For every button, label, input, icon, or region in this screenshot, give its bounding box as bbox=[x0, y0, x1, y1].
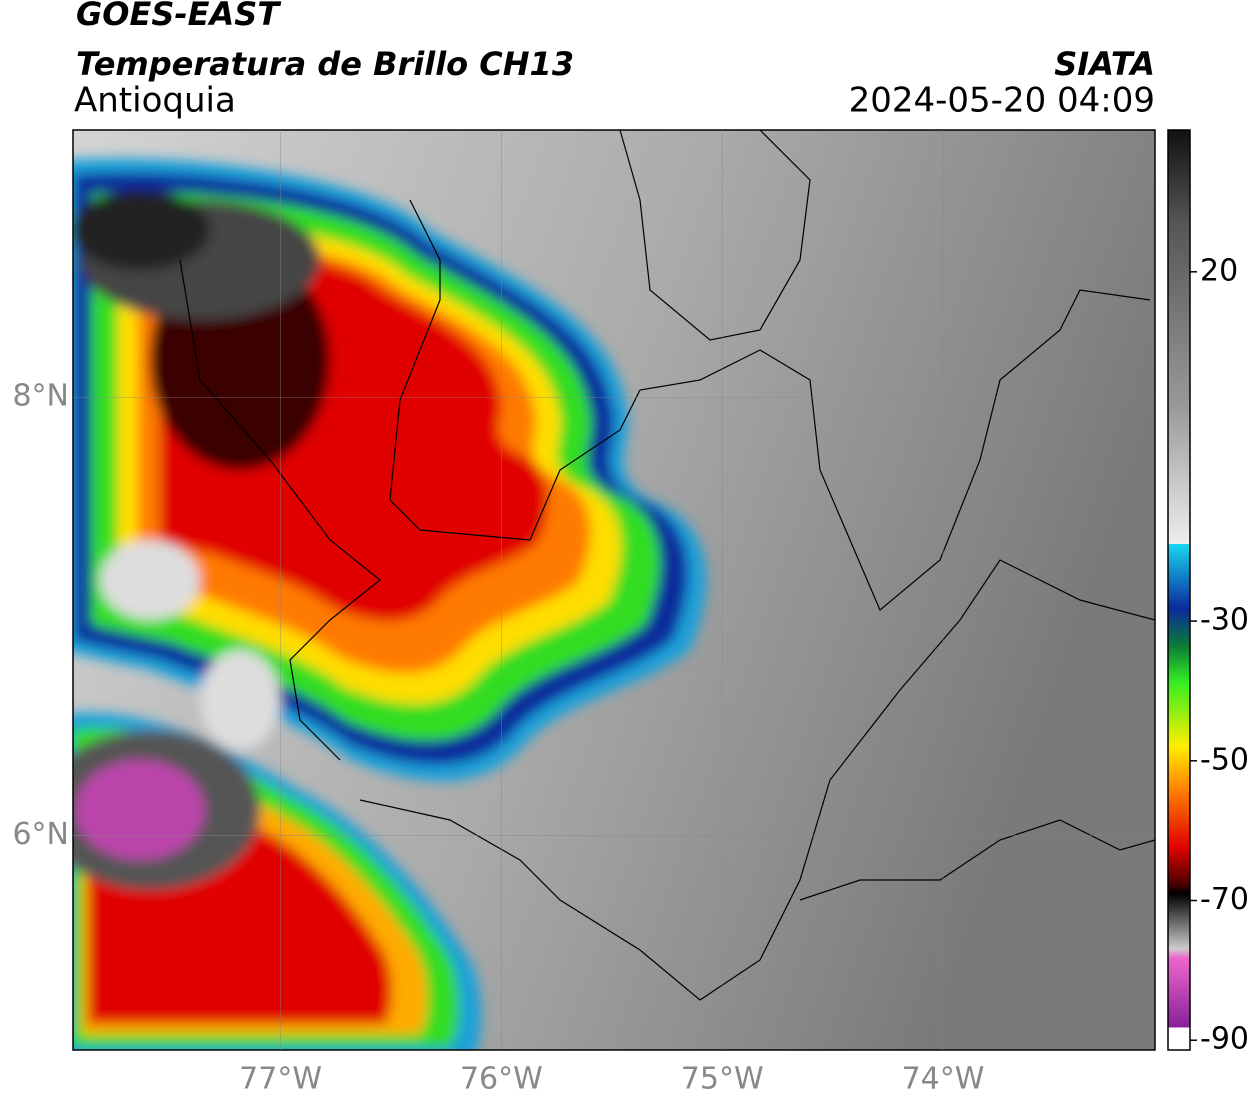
source: SIATA bbox=[1054, 45, 1155, 83]
colorbar-tick-label: 20 bbox=[1200, 253, 1238, 288]
colorbar-tick-label: -70 bbox=[1200, 882, 1249, 917]
map-frame bbox=[72, 129, 1156, 1051]
y-tick-label: 8°N bbox=[12, 379, 69, 414]
title: GOES-EAST bbox=[76, 0, 281, 33]
x-tick-label: 75°W bbox=[681, 1062, 764, 1097]
colorbar bbox=[1167, 129, 1191, 1051]
subtitle: Temperatura de Brillo CH13 bbox=[76, 45, 574, 83]
satellite-image bbox=[73, 130, 1155, 1050]
region: Antioquia bbox=[74, 81, 236, 121]
x-tick-label: 77°W bbox=[239, 1062, 322, 1097]
colorbar-tick-label: -30 bbox=[1200, 603, 1249, 638]
colorbar-tick-label: -50 bbox=[1200, 742, 1249, 777]
y-tick-label: 6°N bbox=[12, 817, 69, 852]
colorbar-tick-label: -90 bbox=[1200, 1022, 1249, 1057]
x-tick-label: 76°W bbox=[460, 1062, 543, 1097]
x-tick-label: 74°W bbox=[902, 1062, 985, 1097]
datetime: 2024-05-20 04:09 bbox=[849, 81, 1155, 121]
